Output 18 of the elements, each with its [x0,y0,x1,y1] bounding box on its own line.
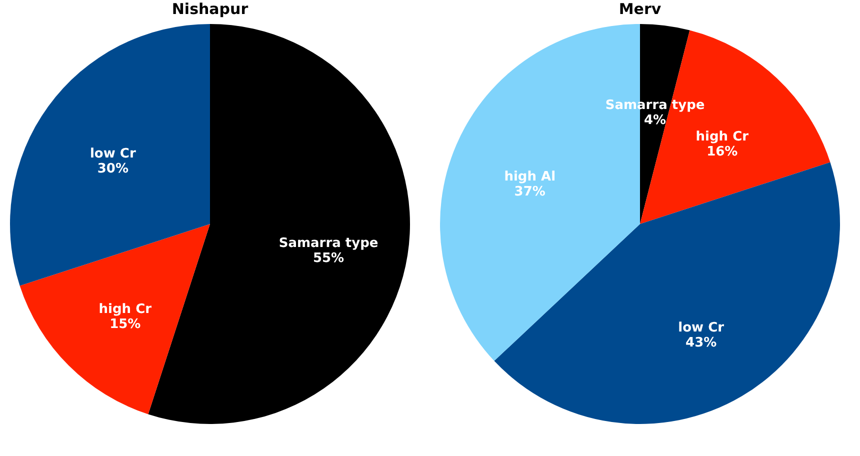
pie-slice [494,162,840,424]
slice-label: low Cr [678,320,725,336]
slice-label: Samarra type [278,236,378,251]
data-label: 15% [110,316,141,332]
data-label: 37% [514,184,546,200]
chart-title: Nishapur [172,0,249,18]
slice-label: high Cr [98,302,152,317]
data-label: 4% [644,112,666,128]
pie-slice [20,224,210,414]
chart-title: Merv [618,0,662,18]
data-label: 30% [97,161,128,176]
data-label: 16% [706,144,738,160]
pie-slice [10,24,210,286]
slice-label: low Cr [90,146,136,162]
slice-label: high Al [504,169,556,184]
slice-label: high Cr [696,130,750,145]
data-label: 55% [312,250,344,266]
data-label: 43% [686,335,717,350]
